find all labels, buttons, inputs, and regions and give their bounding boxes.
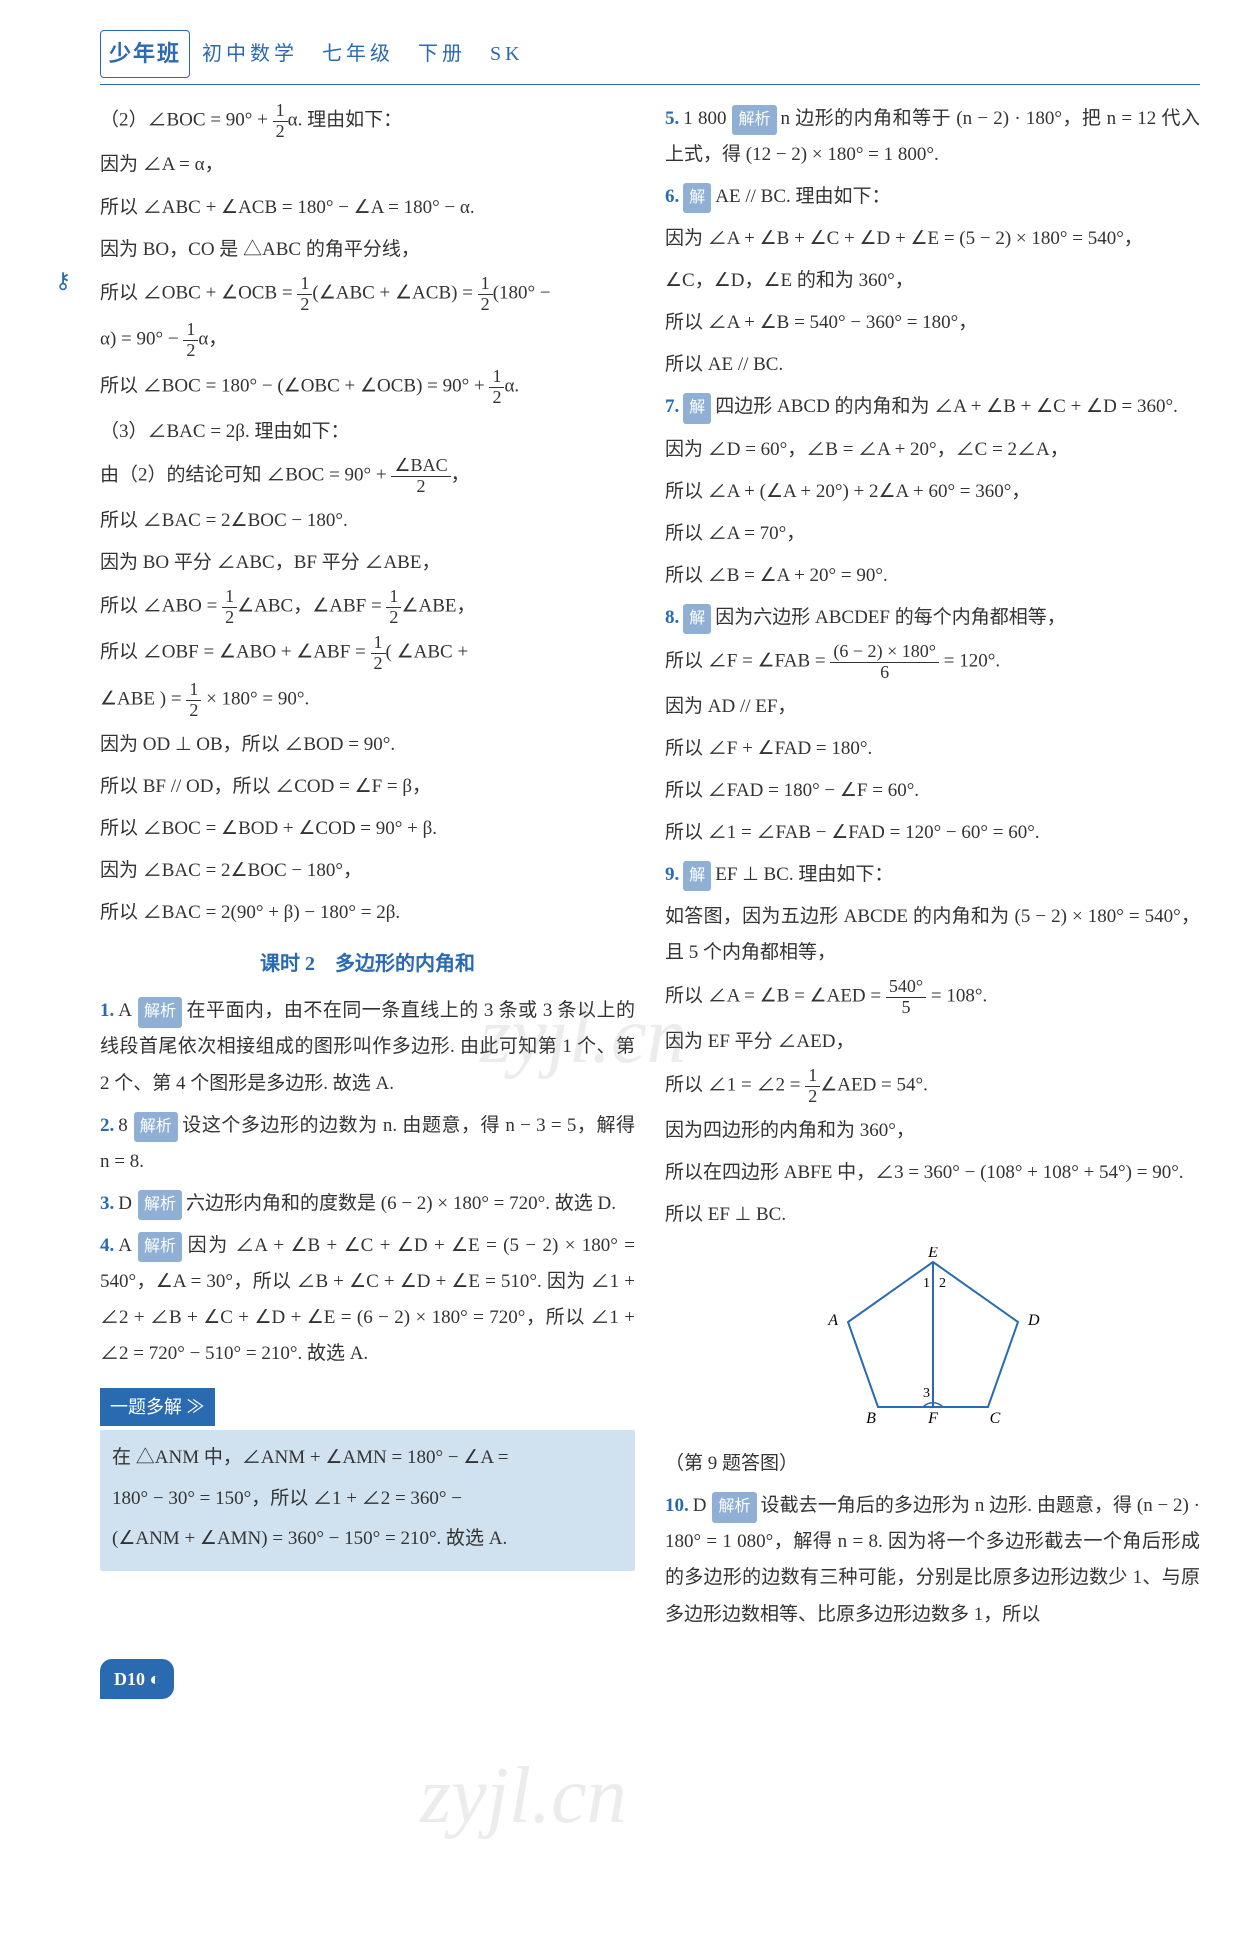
line: 所以 ∠BOC = 180° − (∠OBC + ∠OCB) = 90° + 1… [100,367,635,408]
pentagon-figure: E A D B F C 1 2 3 [665,1247,1200,1440]
line: （3）∠BAC = 2β. 理由如下： [100,414,635,450]
svg-text:B: B [866,1410,876,1427]
page-number-badge: D10 ◐ [100,1659,174,1699]
svg-text:1: 1 [923,1276,930,1291]
line: ∠ABE ) = 12 × 180° = 90°. [100,680,635,721]
line: (∠ANM + ∠AMN) = 360° − 150° = 210°. 故选 A… [112,1521,623,1557]
line: 所以 BF // OD，所以 ∠COD = ∠F = β， [100,769,635,805]
line: 所以 ∠1 = ∠2 = 12∠AED = 54°. [665,1066,1200,1107]
left-column: （2）∠BOC = 90° + 12α. 理由如下： 因为 ∠A = α， 所以… [100,101,635,1639]
svg-text:E: E [927,1247,938,1261]
question-2: 2.8解析设这个多边形的边数为 n. 由题意，得 n − 3 = 5，解得 n … [100,1108,635,1180]
watermark: zyjl.cn [420,1720,627,1872]
line: 所以在四边形 ABFE 中，∠3 = 360° − (108° + 108° +… [665,1155,1200,1191]
line: 180° − 30° = 150°，所以 ∠1 + ∠2 = 360° − [112,1481,623,1517]
line: 所以 ∠BAC = 2∠BOC − 180°. [100,503,635,539]
svg-text:D: D [1027,1312,1040,1329]
pentagon-caption: （第 9 题答图） [665,1446,1200,1482]
line: ∠C，∠D，∠E 的和为 360°， [665,263,1200,299]
line: 因为 AD // EF， [665,689,1200,725]
line: 由（2）的结论可知 ∠BOC = 90° + ∠BAC2， [100,456,635,497]
line: 如答图，因为五边形 ABCDE 的内角和为 (5 − 2) × 180° = 5… [665,899,1200,971]
svg-text:3: 3 [923,1386,930,1401]
line: 所以 ∠ABC + ∠ACB = 180° − ∠A = 180° − α. [100,190,635,226]
question-8: 8.解因为六边形 ABCDEF 的每个内角都相等， [665,600,1200,636]
svg-text:C: C [989,1410,1000,1427]
question-9: 9.解EF ⊥ BC. 理由如下： [665,857,1200,893]
question-5: 5.1 800解析n 边形的内角和等于 (n − 2) · 180°，把 n =… [665,101,1200,173]
line: 所以 ∠ABO = 12∠ABC，∠ABF = 12∠ABE， [100,587,635,628]
question-10: 10.D解析设截去一角后的多边形为 n 边形. 由题意，得 (n − 2) · … [665,1488,1200,1632]
alt-solution-box: 在 △ANM 中，∠ANM + ∠AMN = 180° − ∠A = 180° … [100,1430,635,1570]
question-6: 6.解AE // BC. 理由如下： [665,179,1200,215]
line: 因为 EF 平分 ∠AED， [665,1024,1200,1060]
line: 所以 ∠OBF = ∠ABO + ∠ABF = 12( ∠ABC + [100,633,635,674]
line: 因为 ∠A = α， [100,147,635,183]
line: 所以 EF ⊥ BC. [665,1197,1200,1233]
line: 所以 ∠BOC = ∠BOD + ∠COD = 90° + β. [100,811,635,847]
content-columns: （2）∠BOC = 90° + 12α. 理由如下： 因为 ∠A = α， 所以… [100,101,1200,1639]
line: 因为 ∠D = 60°，∠B = ∠A + 20°，∠C = 2∠A， [665,432,1200,468]
question-4: 4.A解析因为 ∠A + ∠B + ∠C + ∠D + ∠E = (5 − 2)… [100,1228,635,1372]
line: 所以 ∠A = 70°， [665,516,1200,552]
line: 在 △ANM 中，∠ANM + ∠AMN = 180° − ∠A = [112,1440,623,1476]
svg-text:A: A [827,1312,838,1329]
question-7: 7.解四边形 ABCD 的内角和为 ∠A + ∠B + ∠C + ∠D = 36… [665,389,1200,425]
line: 所以 AE // BC. [665,347,1200,383]
line: 所以 ∠F + ∠FAD = 180°. [665,731,1200,767]
section-title: 课时 2 多边形的内角和 [100,945,635,983]
line: 因为 BO 平分 ∠ABC，BF 平分 ∠ABE， [100,545,635,581]
line: 所以 ∠A + ∠B = 540° − 360° = 180°， [665,305,1200,341]
line: 所以 ∠A + (∠A + 20°) + 2∠A + 60° = 360°， [665,474,1200,510]
line: 所以 ∠B = ∠A + 20° = 90°. [665,558,1200,594]
page-header: 少年班 初中数学 七年级 下册 SK [100,30,1200,85]
line: 所以 ∠1 = ∠FAB − ∠FAD = 120° − 60° = 60°. [665,815,1200,851]
line: 因为 BO，CO 是 △ABC 的角平分线， [100,232,635,268]
key-icon: ⚷ [55,260,71,302]
header-subtitle: 初中数学 七年级 下册 SK [202,35,524,73]
line: 因为四边形的内角和为 360°， [665,1113,1200,1149]
question-1: 1.A解析在平面内，由不在同一条直线上的 3 条或 3 条以上的线段首尾依次相接… [100,993,635,1101]
line: 所以 ∠F = ∠FAB = (6 − 2) × 180°6 = 120°. [665,642,1200,683]
line: 所以 ∠OBC + ∠OCB = 12(∠ABC + ∠ACB) = 12(18… [100,274,635,315]
line: 因为 ∠A + ∠B + ∠C + ∠D + ∠E = (5 − 2) × 18… [665,221,1200,257]
pentagon-svg: E A D B F C 1 2 3 [823,1247,1043,1427]
question-3: 3.D解析六边形内角和的度数是 (6 − 2) × 180° = 720°. 故… [100,1186,635,1222]
line: 因为 ∠BAC = 2∠BOC − 180°， [100,853,635,889]
svg-text:F: F [927,1410,938,1427]
line: 所以 ∠A = ∠B = ∠AED = 540°5 = 108°. [665,977,1200,1018]
line: （2）∠BOC = 90° + 12α. 理由如下： [100,101,635,142]
line: 因为 OD ⊥ OB，所以 ∠BOD = 90°. [100,727,635,763]
logo-text: 少年班 [100,30,190,78]
right-column: 5.1 800解析n 边形的内角和等于 (n − 2) · 180°，把 n =… [665,101,1200,1639]
svg-text:2: 2 [939,1276,946,1291]
line: α) = 90° − 12α， [100,320,635,361]
alt-solution-title: 一题多解 ≫ [100,1388,215,1426]
line: 所以 ∠BAC = 2(90° + β) − 180° = 2β. [100,895,635,931]
line: 所以 ∠FAD = 180° − ∠F = 60°. [665,773,1200,809]
